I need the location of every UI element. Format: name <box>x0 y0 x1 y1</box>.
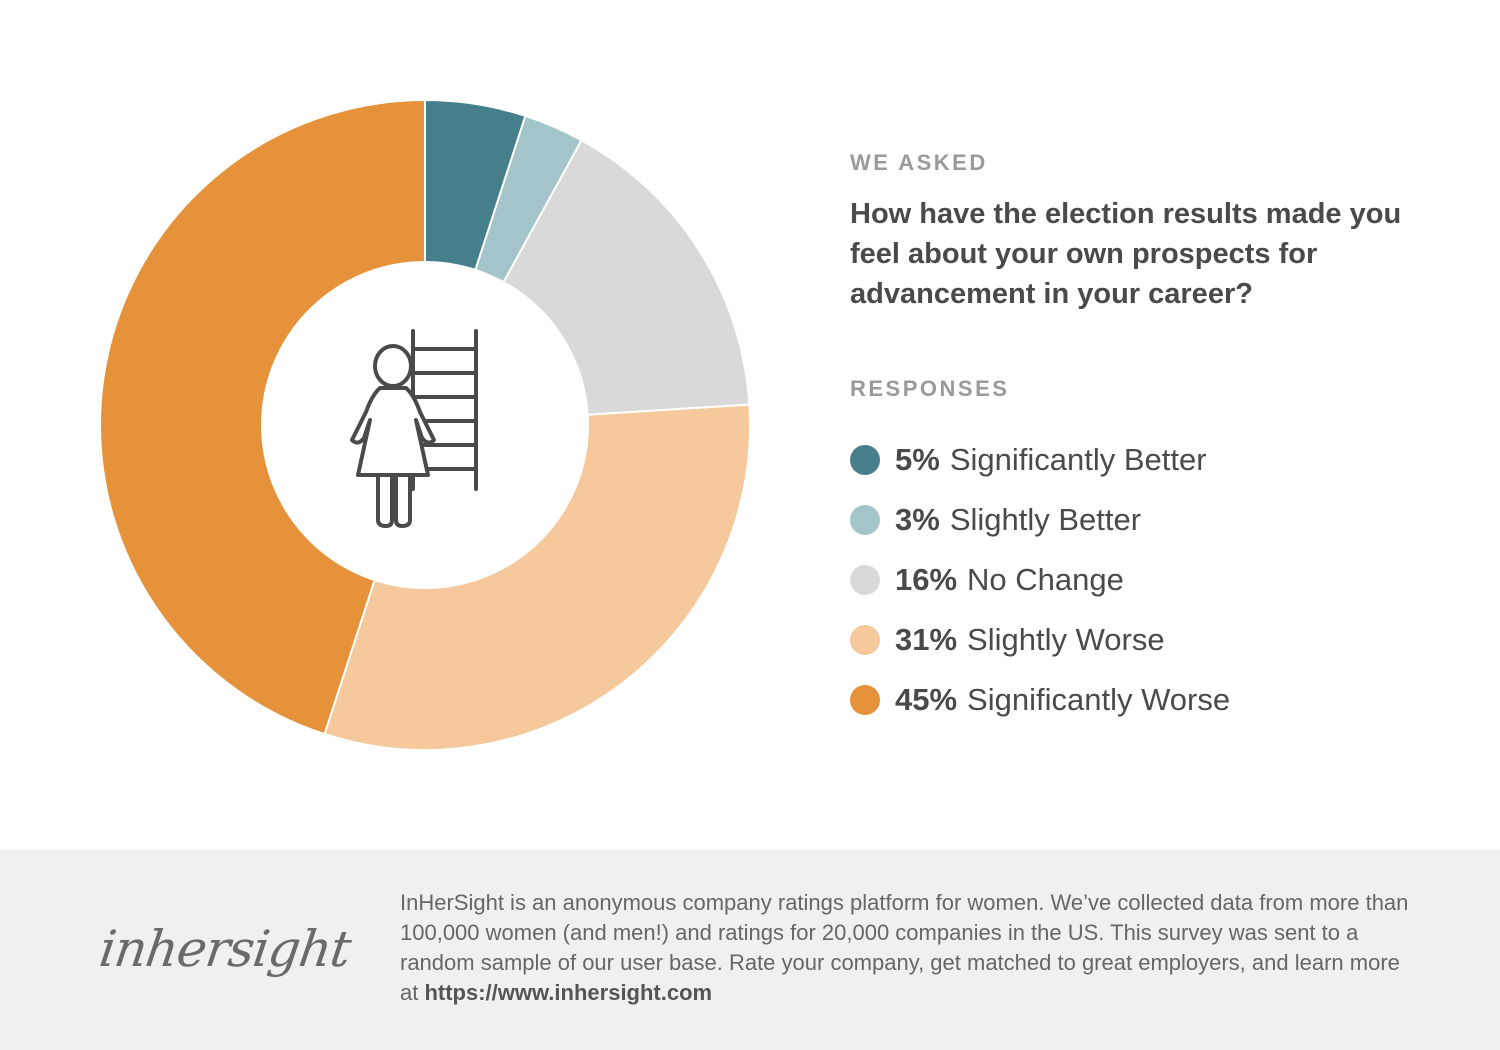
legend-pct: 45% <box>895 682 958 717</box>
legend-item: 31% Slightly Worse <box>850 610 1450 670</box>
legend-label: No Change <box>967 562 1124 597</box>
legend-dot <box>850 445 880 475</box>
legend-label: Significantly Worse <box>967 682 1231 717</box>
legend-pct: 5% <box>895 442 940 477</box>
woman-with-ladder-icon <box>350 329 478 528</box>
responses-label: RESPONSES <box>850 376 1010 401</box>
donut-chart <box>99 98 751 751</box>
legend-label: Slightly Better <box>949 502 1142 537</box>
legend-item: 5% Significantly Better <box>850 430 1450 490</box>
footer-link[interactable]: https://www.inhersight.com <box>424 980 713 1005</box>
footer-blurb: InHerSight is an anonymous company ratin… <box>400 888 1410 1008</box>
legend-pct: 3% <box>895 502 940 537</box>
legend-label: Slightly Worse <box>967 622 1165 657</box>
legend-pct: 31% <box>895 622 958 657</box>
legend-dot <box>850 505 880 535</box>
legend-dot <box>850 565 880 595</box>
footer-blurb-text: InHerSight is an anonymous company ratin… <box>400 890 1409 1005</box>
chart-title: How have the election results made you f… <box>850 198 1402 310</box>
legend-label: Significantly Better <box>949 442 1207 477</box>
legend-item: 45% Significantly Worse <box>850 670 1450 730</box>
legend: 5% Significantly Better 3% Slightly Bett… <box>850 430 1450 730</box>
legend-item: 3% Slightly Better <box>850 490 1450 550</box>
legend-pct: 16% <box>895 562 958 597</box>
we-asked-label: WE ASKED <box>850 150 988 175</box>
legend-dot <box>850 685 880 715</box>
footer: inhersight InHerSight is an anonymous co… <box>0 850 1500 1050</box>
question-panel: WE ASKED How have the election results m… <box>850 150 1450 730</box>
inhersight-logo[interactable]: inhersight <box>95 920 354 978</box>
legend-dot <box>850 625 880 655</box>
legend-item: 16% No Change <box>850 550 1450 610</box>
